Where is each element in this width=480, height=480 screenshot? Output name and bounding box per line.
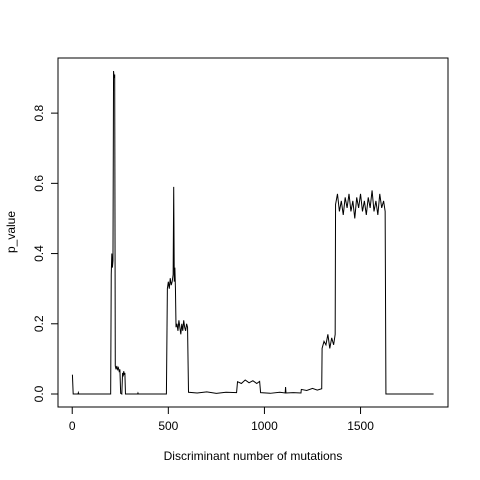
- x-tick-label: 1500: [347, 419, 374, 433]
- x-tick-label: 1000: [251, 419, 278, 433]
- x-axis-label: Discriminant number of mutations: [164, 449, 343, 463]
- x-tick-label: 500: [158, 419, 178, 433]
- y-tick-label: 0.2: [32, 315, 46, 332]
- y-tick-label: 0.4: [32, 245, 46, 262]
- plot-box: [57, 57, 449, 408]
- x-tick-label: 0: [69, 419, 76, 433]
- data-line: [71, 70, 434, 395]
- y-tick-label: 0.0: [32, 385, 46, 402]
- y-tick-label: 0.6: [32, 175, 46, 192]
- y-tick-label: 0.8: [32, 104, 46, 121]
- y-axis-label: p_value: [4, 211, 18, 253]
